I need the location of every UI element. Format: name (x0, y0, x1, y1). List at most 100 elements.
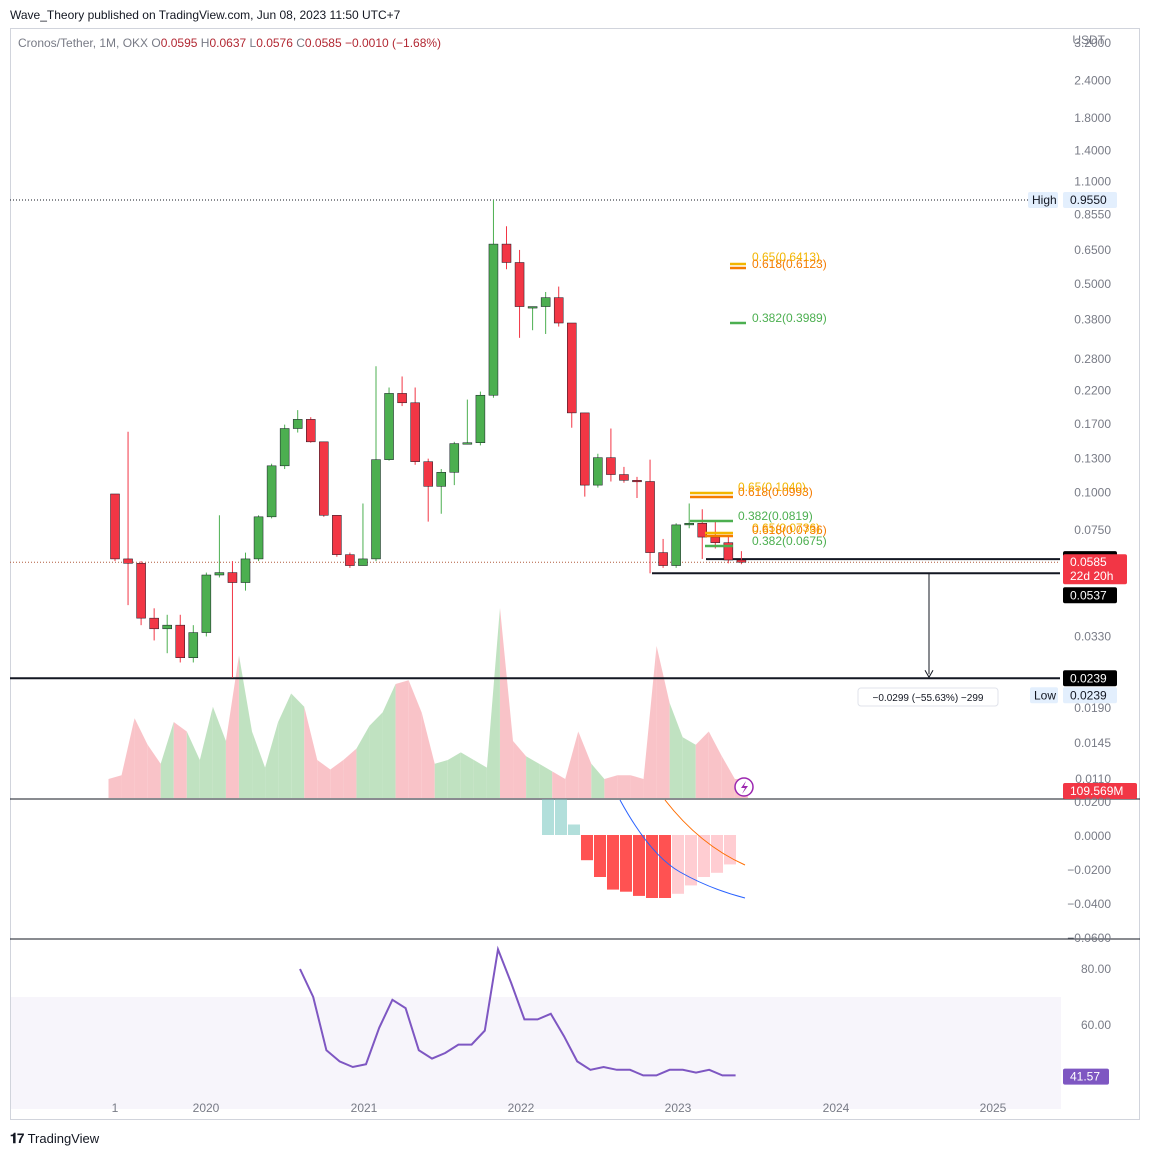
price-tick-label: 3.2000 (1074, 36, 1111, 50)
candle-body (567, 322, 577, 414)
price-tick-label: 1.4000 (1074, 143, 1111, 157)
volume-profile-bar (252, 731, 266, 798)
macd-histogram-bar (620, 835, 632, 892)
price-tick-label: 0.8550 (1074, 207, 1111, 221)
volume-profile-bar (682, 737, 696, 798)
currency-label: USDT (1072, 33, 1105, 47)
volume-profile-bar (695, 731, 709, 798)
price-tick-label: 0.5000 (1074, 277, 1111, 291)
high-key: H (200, 36, 210, 50)
measure-label-box (857, 687, 999, 707)
price-tick-label: 0.0110 (1075, 772, 1111, 786)
fib-level-label: 0.382(0.0675) (752, 534, 827, 548)
volume-profile-bar (434, 760, 448, 798)
price-tick-label: 0.1700 (1074, 417, 1111, 431)
candle-body (462, 442, 473, 445)
candle-body (684, 522, 694, 526)
chart-frame (10, 28, 1140, 1120)
volume-profile-bar (317, 760, 331, 798)
volume-profile-bar (617, 775, 631, 798)
fib-level-label: 0.382(0.0819) (738, 509, 813, 523)
volume-profile-bar (708, 731, 722, 798)
time-tick-label: 2020 (193, 1101, 220, 1115)
macd-histogram-bar (646, 835, 658, 898)
candle-body (345, 554, 355, 566)
candle-body (723, 542, 734, 561)
candle-body (123, 558, 133, 564)
rsi-line (299, 945, 736, 1077)
macd-histogram-bar (607, 835, 619, 890)
candle-body (540, 297, 551, 307)
volume-profile-bar (278, 693, 292, 798)
candle-body (371, 459, 381, 560)
volume-profile-bar (199, 706, 213, 798)
volume-profile-bar (369, 712, 383, 798)
volume-profile-bar (578, 731, 592, 798)
measure-label: −0.0299 (−55.63%) −299 (873, 693, 984, 704)
low-key-box (1030, 687, 1058, 704)
candle-body (358, 558, 368, 566)
open-key: O (151, 36, 161, 50)
candle-body (475, 394, 486, 443)
target-price-label: 0.0239 (1070, 671, 1107, 685)
macd-tick-label: −0.0400 (1067, 897, 1111, 911)
candle-body (619, 474, 629, 481)
volume-profile-bar (356, 725, 370, 798)
volume-profile-bar (513, 741, 527, 798)
volume-profile-bar (212, 706, 226, 798)
volume-profile-bar (108, 775, 122, 798)
rsi-tick-label: 80.00 (1081, 962, 1111, 976)
footer-brand-label: TradingView (27, 1131, 100, 1146)
price-tick-label: 0.6500 (1074, 243, 1111, 257)
volume-profile-bar (330, 760, 344, 798)
volume-profile-bar (500, 608, 513, 798)
time-tick-label: 2021 (351, 1101, 378, 1115)
rsi-value-box (1063, 1068, 1109, 1085)
fib-level-label: 0.618(0.0736) (752, 523, 827, 537)
volume-label: 109.569M (1070, 784, 1123, 798)
candle-body (188, 632, 199, 658)
fib-level-label: 0.65(0.0736) (752, 521, 820, 535)
volume-profile-bar (134, 718, 148, 798)
support-price-label: 0.0537 (1070, 588, 1107, 602)
time-tick-label: 1 (112, 1101, 119, 1115)
volume-profile-bar (643, 646, 657, 798)
fib-level-label: 0.618(0.6123) (752, 257, 827, 271)
volume-profile-bar (669, 703, 683, 798)
volume-profile-bar (147, 744, 161, 798)
candle-body (671, 524, 681, 566)
volume-profile-bar (265, 722, 279, 798)
close-value: 0.0585 (304, 36, 342, 50)
fib-level-label: 0.618(0.0993) (738, 485, 813, 499)
support-price-label-box (1063, 587, 1117, 604)
volume-profile-bar (408, 680, 422, 798)
volume-profile-layer (10, 608, 1140, 940)
price-tick-label: 0.2200 (1074, 383, 1111, 397)
volume-profile-bar (239, 655, 252, 798)
macd-histogram-bar (581, 835, 593, 861)
macd-line (619, 799, 746, 899)
footer-brand[interactable]: 𝟏7 TradingView (10, 1130, 99, 1147)
candle-body (593, 457, 603, 486)
candles-layer (110, 200, 747, 678)
volume-profile-bar (382, 684, 396, 798)
candle-body (527, 306, 538, 309)
volume-profile-bar (656, 646, 670, 798)
high-price-label: 0.9550 (1070, 193, 1107, 207)
candle-body (436, 472, 446, 487)
candle-body (292, 419, 303, 429)
time-tick-label: 2025 (980, 1101, 1007, 1115)
candle-body (697, 522, 707, 538)
volume-profile-bar (604, 775, 618, 798)
volume-profile-bar (591, 763, 605, 798)
price-tick-label: 0.0330 (1074, 629, 1111, 643)
candle-body (580, 412, 590, 486)
high-price-label-box (1063, 192, 1117, 209)
candle-body (514, 262, 525, 307)
time-tick-label: 2024 (823, 1101, 850, 1115)
low-key: Low (1034, 688, 1056, 702)
symbol-name[interactable]: Cronos/Tether, 1M, OKX (18, 36, 149, 50)
volume-profile-bar (552, 771, 566, 798)
volume-profile-bar (721, 756, 735, 798)
